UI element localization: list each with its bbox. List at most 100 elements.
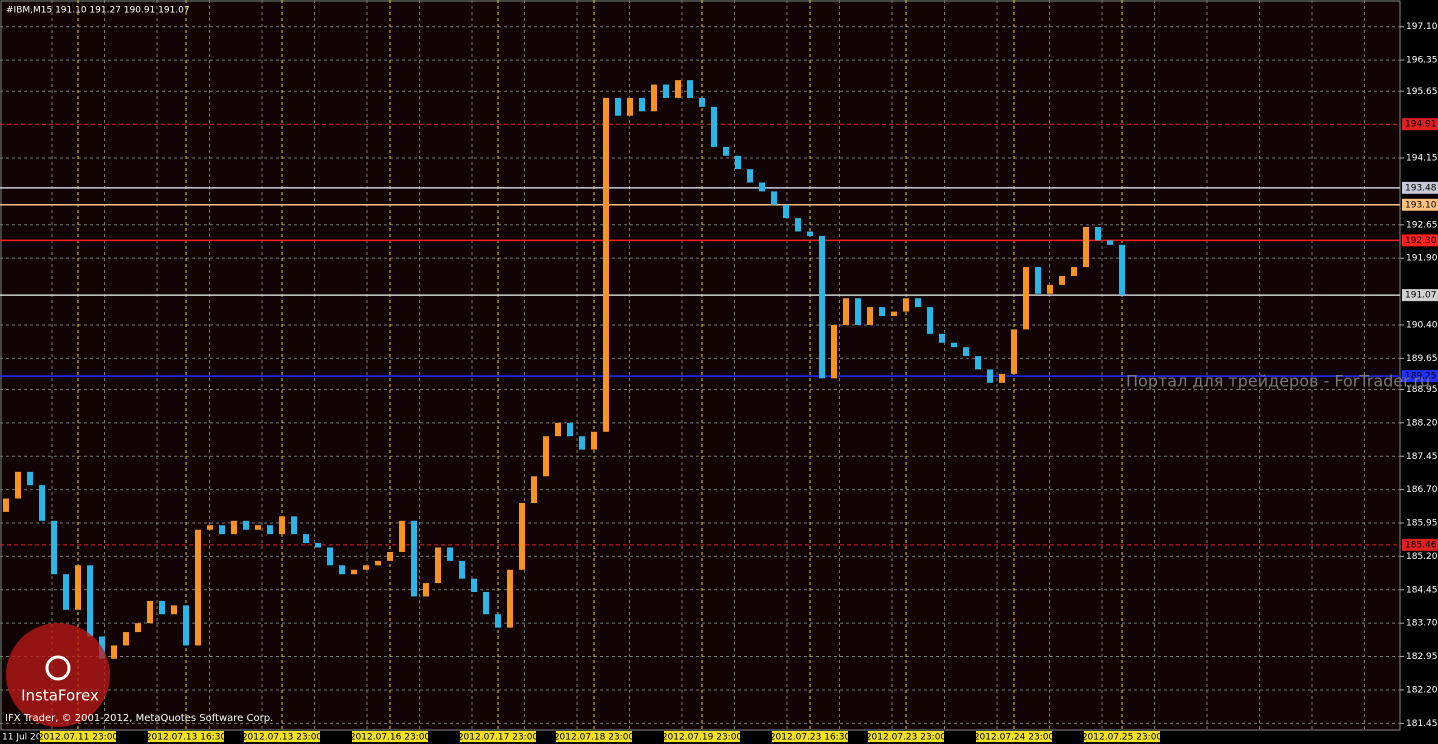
price-level-box (1402, 289, 1438, 302)
x-label-box (40, 731, 116, 742)
price-level-box (1402, 198, 1438, 211)
candle (339, 565, 345, 575)
y-tick-label: 184.45 (1406, 585, 1438, 595)
y-tick-label: 185.95 (1406, 519, 1438, 529)
candle (183, 605, 189, 646)
x-tick-label: 11 Jul 2012 (2, 733, 53, 743)
logo: InstaForex (6, 623, 110, 727)
y-tick-label: 191.90 (1406, 254, 1438, 264)
y-tick-label: 194.15 (1406, 154, 1438, 164)
candle (471, 578, 477, 593)
y-tick-label: 182.20 (1406, 685, 1438, 695)
candle (699, 97, 705, 107)
candle (519, 502, 525, 570)
candle (819, 235, 825, 379)
candle (759, 182, 765, 192)
candle (243, 520, 249, 530)
candle (15, 471, 21, 499)
candle (207, 525, 213, 530)
price-level-label: 185.46 (1405, 540, 1437, 550)
candle (195, 529, 201, 646)
y-tick-label: 186.70 (1406, 485, 1438, 495)
candle (891, 311, 897, 317)
candle (1023, 267, 1029, 330)
candle (279, 516, 285, 535)
candle (543, 436, 549, 477)
x-tick-label: 2012.07.23 16:30 (770, 733, 851, 743)
candle (159, 600, 165, 615)
x-label-box (148, 731, 224, 742)
candle (123, 632, 129, 646)
price-level-label: 191.07 (1405, 291, 1437, 301)
candle (1119, 244, 1125, 296)
candle (603, 97, 609, 432)
candle (255, 525, 261, 530)
candle (987, 369, 993, 383)
candle (1071, 267, 1077, 276)
y-tick-label: 197.10 (1406, 22, 1438, 32)
x-label-box (976, 731, 1052, 742)
x-label-box (460, 731, 536, 742)
candle (555, 422, 561, 437)
footer: IFX Trader, © 2001-2012, MetaQuotes Soft… (5, 713, 273, 724)
plot-area (0, 0, 1401, 731)
candle (567, 422, 573, 437)
grid-layer (0, 0, 1400, 730)
candle (219, 525, 225, 535)
x-label-box (868, 731, 944, 742)
x-tick-label: 2012.07.17 23:00 (458, 733, 539, 743)
candle (495, 614, 501, 628)
price-level-label: 192.30 (1405, 236, 1437, 246)
price-level-label: 189.25 (1405, 372, 1437, 382)
candle (723, 146, 729, 156)
y-tick-label: 183.70 (1406, 619, 1438, 629)
candle (615, 97, 621, 116)
candle (879, 307, 885, 317)
candle (147, 600, 153, 624)
candle (363, 565, 369, 570)
candle (771, 191, 777, 205)
candle (171, 605, 177, 615)
candle (387, 551, 393, 561)
candle (831, 324, 837, 379)
y-tick-label: 196.35 (1406, 56, 1438, 66)
x-tick-label: 2012.07.13 23:00 (242, 733, 323, 743)
candle (711, 106, 717, 147)
candle (435, 547, 441, 584)
price-level-label: 194.91 (1405, 120, 1437, 130)
x-tick-label: 2012.07.25 23:00 (1082, 733, 1163, 743)
candle (591, 431, 597, 450)
logo-text: InstaForex (21, 687, 99, 705)
y-tick-label: 192.65 (1406, 220, 1438, 230)
candle (3, 498, 9, 512)
price-level-box (1402, 538, 1438, 551)
candle (1059, 275, 1065, 285)
candle (531, 476, 537, 503)
candle (87, 565, 93, 637)
price-level-label: 193.10 (1405, 200, 1437, 210)
candle (999, 373, 1005, 383)
candle (507, 569, 513, 628)
candle (795, 218, 801, 232)
y-tick-label: 185.20 (1406, 552, 1438, 562)
candle (783, 204, 789, 219)
x-tick-label: 2012.07.19 23:00 (662, 733, 743, 743)
price-level-box (1402, 370, 1438, 383)
price-level-box (1402, 118, 1438, 131)
candle (867, 307, 873, 325)
candle (1047, 284, 1053, 294)
candle (267, 525, 273, 535)
candle (951, 342, 957, 348)
logo-icon (45, 655, 71, 681)
candle (663, 84, 669, 98)
candle (915, 298, 921, 308)
candle (675, 80, 681, 98)
x-label-box (664, 731, 740, 742)
candle (423, 583, 429, 597)
candle (447, 547, 453, 561)
candle (579, 436, 585, 450)
candle (63, 574, 69, 610)
y-tick-label: 181.45 (1406, 719, 1438, 729)
candle (639, 97, 645, 112)
